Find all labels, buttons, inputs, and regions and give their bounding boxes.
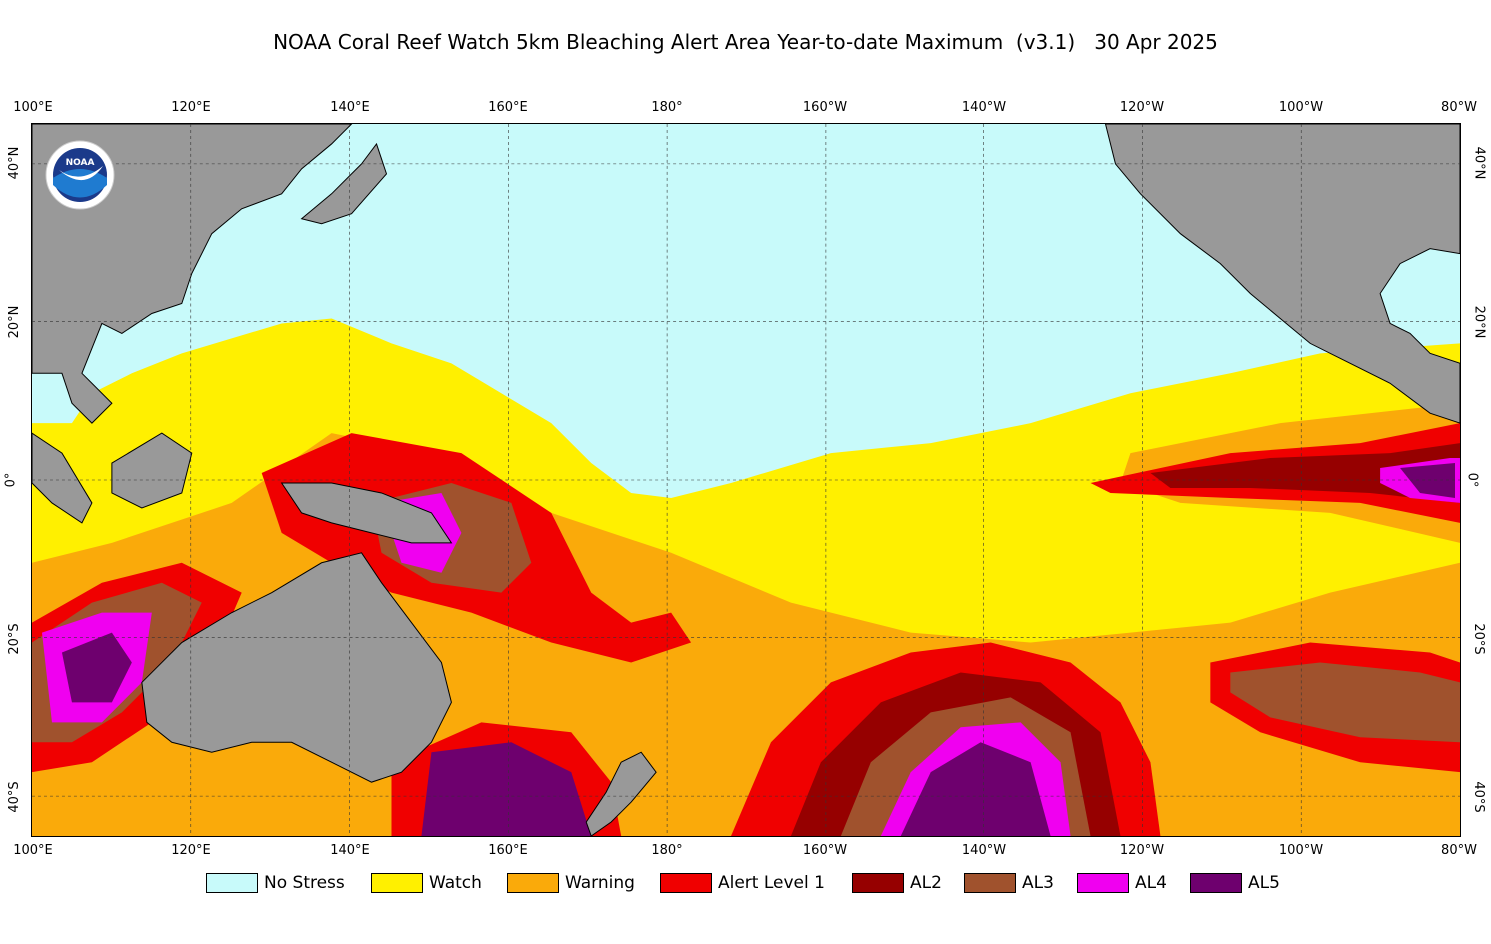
- legend-label: Alert Level 1: [718, 873, 825, 893]
- lat-label: 20°N: [1471, 305, 1487, 339]
- zone-no-stress: [32, 124, 1460, 498]
- legend-swatch: [964, 873, 1016, 893]
- lon-label: 160°W: [802, 100, 848, 115]
- zone-al5-tasman: [421, 742, 592, 836]
- legend-label: AL4: [1135, 873, 1167, 893]
- lon-label: 120°W: [1119, 100, 1165, 115]
- zone-al3-se: [1230, 662, 1460, 743]
- lon-label: 80°W: [1441, 100, 1477, 115]
- land-asia: [32, 124, 353, 424]
- zone-al5-sw: [61, 632, 132, 703]
- logo-text: NOAA: [66, 158, 95, 168]
- lat-label: 20°S: [6, 623, 22, 655]
- legend-swatch: [852, 873, 904, 893]
- lon-label: 160°E: [488, 843, 528, 858]
- graticule: [32, 124, 1460, 836]
- legend-swatch: [206, 873, 258, 893]
- lon-label: 140°W: [961, 843, 1007, 858]
- legend-item-al3: AL3: [964, 871, 1054, 895]
- lat-label: 20°N: [7, 305, 23, 339]
- land-japan: [300, 142, 388, 225]
- lon-label: 100°E: [13, 100, 53, 115]
- zone-al5-eq: [1400, 463, 1456, 498]
- legend-item-al5: AL5: [1190, 871, 1280, 895]
- lon-label: 180°: [651, 100, 683, 115]
- legend-swatch: [1077, 873, 1129, 893]
- land-borneo: [111, 432, 193, 509]
- lon-label: 120°W: [1119, 843, 1165, 858]
- lon-label: 140°E: [330, 100, 370, 115]
- legend-swatch: [507, 873, 559, 893]
- legend-label: No Stress: [264, 873, 345, 893]
- legend-label: AL5: [1248, 873, 1280, 893]
- lon-label: 80°W: [1441, 843, 1477, 858]
- legend-item-watch: Watch: [371, 871, 482, 895]
- legend-swatch: [371, 873, 423, 893]
- lon-label: 140°E: [330, 843, 370, 858]
- lon-label: 120°E: [171, 843, 211, 858]
- lon-label: 100°E: [13, 843, 53, 858]
- land-new-zealand: [585, 751, 657, 836]
- map-title: NOAA Coral Reef Watch 5km Bleaching Aler…: [273, 30, 1218, 54]
- lon-label: 160°E: [488, 100, 528, 115]
- lat-label: 20°S: [1471, 623, 1487, 655]
- lat-label: 40°N: [1471, 146, 1487, 180]
- legend-swatch: [660, 873, 712, 893]
- lon-label: 140°W: [961, 100, 1007, 115]
- legend-item-al4: AL4: [1077, 871, 1167, 895]
- lat-label: 0°: [1464, 472, 1480, 488]
- land-sumatra: [32, 432, 93, 524]
- zone-al2: [1150, 443, 1460, 503]
- legend-item-alert-level-1: Alert Level 1: [660, 871, 825, 895]
- legend-label: Warning: [565, 873, 635, 893]
- zone-al5: [900, 742, 1051, 836]
- lat-label: 40°N: [7, 146, 23, 180]
- legend-item-warning: Warning: [507, 871, 635, 895]
- legend-label: AL3: [1022, 873, 1054, 893]
- land-new-guinea: [280, 482, 453, 544]
- legend: No Stress Watch Warning Alert Level 1 AL…: [0, 871, 1491, 897]
- land-north-america: [1104, 124, 1460, 424]
- legend-item-no-stress: No Stress: [206, 871, 345, 895]
- lon-label: 100°W: [1278, 100, 1324, 115]
- legend-label: AL2: [910, 873, 942, 893]
- lon-label: 160°W: [802, 843, 848, 858]
- lat-label: 0°: [3, 472, 19, 488]
- legend-item-al2: AL2: [852, 871, 942, 895]
- bleaching-map: [31, 123, 1461, 837]
- land-australia: [141, 552, 452, 783]
- lat-label: 40°S: [6, 781, 22, 813]
- legend-swatch: [1190, 873, 1242, 893]
- legend-label: Watch: [429, 873, 482, 893]
- lon-label: 120°E: [171, 100, 211, 115]
- lon-label: 180°: [651, 843, 683, 858]
- noaa-logo-icon: NOAA: [45, 140, 115, 210]
- lat-label: 40°S: [1471, 781, 1487, 813]
- lon-label: 100°W: [1278, 843, 1324, 858]
